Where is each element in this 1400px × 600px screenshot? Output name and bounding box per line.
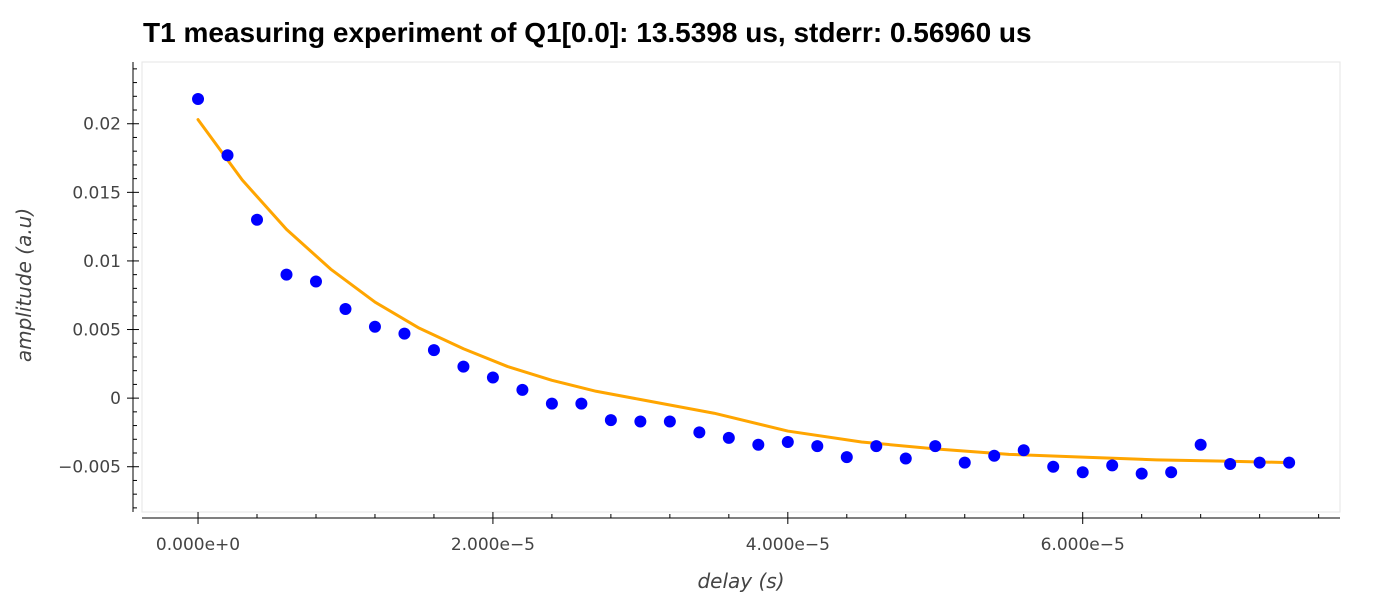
data-point [1253, 456, 1266, 469]
data-point [398, 327, 411, 340]
x-axis-label: delay (s) [697, 569, 784, 593]
data-point [604, 414, 617, 427]
data-point [1047, 460, 1060, 473]
chart-title: T1 measuring experiment of Q1[0.0]: 13.5… [143, 17, 1032, 48]
data-point [663, 415, 676, 428]
y-tick-label: −0.005 [58, 458, 121, 478]
data-points-layer [192, 93, 1296, 480]
y-tick-label: 0.02 [83, 115, 121, 135]
data-point [221, 149, 234, 162]
data-point [339, 302, 352, 315]
x-axis: 0.000e+0 2.000e−5 4.000e−5 6.000e−5 [142, 512, 1340, 555]
x-tick-label: 2.000e−5 [451, 535, 535, 555]
data-point [251, 213, 264, 226]
data-point [988, 449, 1001, 462]
data-point [958, 456, 971, 469]
data-point [722, 431, 735, 444]
data-point [309, 275, 322, 288]
data-point [693, 426, 706, 439]
data-point [1283, 456, 1296, 469]
data-point [870, 440, 883, 453]
data-point [1017, 444, 1030, 457]
y-tick-label: 0.01 [83, 252, 121, 272]
data-point [192, 93, 205, 106]
data-point [545, 397, 558, 410]
x-tick-label: 0.000e+0 [156, 535, 240, 555]
data-point [811, 440, 824, 453]
data-point [1106, 459, 1119, 472]
x-tick-label: 6.000e−5 [1041, 535, 1125, 555]
data-point [516, 383, 529, 396]
data-point [1076, 466, 1089, 479]
fit-curve-line [196, 118, 1291, 465]
plot-area [141, 61, 1341, 513]
data-point [840, 451, 853, 464]
fit-curve-layer [196, 118, 1291, 465]
data-point [486, 371, 499, 384]
data-point [1224, 457, 1237, 470]
data-point [752, 438, 765, 451]
y-axis-label: amplitude (a.u) [12, 208, 36, 362]
data-point [1194, 438, 1207, 451]
data-point [575, 397, 588, 410]
y-tick-label: 0.005 [72, 321, 121, 341]
y-axis: −0.005 0 0.005 0.01 0.015 0.02 [58, 62, 139, 512]
data-point [457, 360, 470, 373]
data-point [368, 320, 381, 333]
data-point [1135, 467, 1148, 480]
x-tick-label: 4.000e−5 [746, 535, 830, 555]
y-tick-label: 0 [110, 389, 121, 409]
y-tick-label: 0.015 [72, 183, 121, 203]
data-point [1165, 466, 1178, 479]
data-point [427, 344, 440, 357]
data-point [899, 452, 912, 465]
data-point [781, 436, 794, 449]
data-point [280, 268, 293, 281]
data-point [929, 440, 942, 453]
data-point [634, 415, 647, 428]
